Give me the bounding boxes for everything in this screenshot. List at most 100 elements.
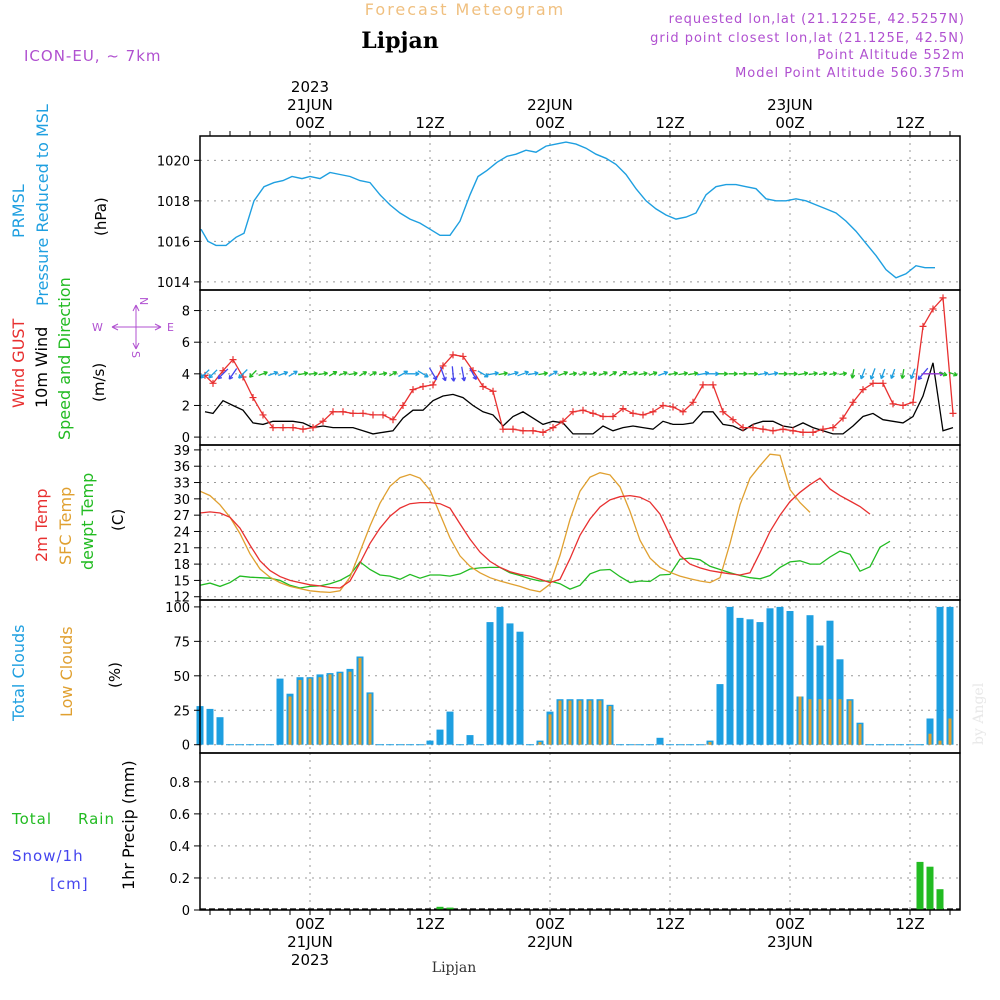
total-cloud-bar xyxy=(486,622,494,745)
wind-direction-arrow xyxy=(527,370,539,376)
total-cloud-bar xyxy=(716,684,724,745)
wind-gust-marker xyxy=(899,401,907,409)
wind-direction-arrow xyxy=(609,371,618,377)
total-cloud-bar xyxy=(466,735,474,745)
wind-direction-arrow xyxy=(298,371,309,377)
wind-direction-arrow xyxy=(538,371,549,377)
wind-gust-marker xyxy=(919,322,927,330)
wind-direction-arrow xyxy=(208,369,218,379)
wind-gust-marker xyxy=(929,305,937,313)
wind-gust-marker xyxy=(599,413,607,421)
total-cloud-bar xyxy=(436,729,444,745)
time-label-top: 12Z xyxy=(895,114,924,132)
compass-rose: N S W E xyxy=(92,297,174,358)
wind-direction-arrow xyxy=(439,366,447,382)
total-cloud-bar xyxy=(926,718,934,745)
wind-direction-arrow xyxy=(569,371,578,377)
wind-direction-arrow xyxy=(948,371,958,377)
low-cloud-bar xyxy=(708,742,712,745)
ytick-label-clouds: 25 xyxy=(173,704,190,719)
wind-label-dir: Speed and Direction xyxy=(55,277,74,440)
ytick-label-clouds: 75 xyxy=(173,635,190,650)
compass-e: E xyxy=(167,321,174,334)
wind-gust-marker xyxy=(269,424,277,432)
panel-frame-temperature xyxy=(199,444,961,601)
total-cloud-bar xyxy=(446,711,454,745)
time-label-bottom: 00Z xyxy=(295,915,324,933)
wind-direction-arrow xyxy=(839,371,848,377)
time-label-bottom: 12Z xyxy=(895,915,924,933)
low-cloud-bar xyxy=(838,699,842,745)
ytick-label-clouds: 0 xyxy=(182,739,190,754)
wind-gust-marker xyxy=(359,409,367,417)
wind-direction-arrow xyxy=(417,370,429,378)
total-cloud-bar xyxy=(816,645,824,745)
wind-direction-arrow xyxy=(369,371,377,377)
precip-label-snow: Snow/1h xyxy=(12,847,84,865)
low-cloud-bar xyxy=(578,700,582,745)
wind-gust-marker xyxy=(809,428,817,436)
low-cloud-bar xyxy=(608,706,612,745)
wind-gust-marker xyxy=(669,403,677,411)
wind-direction-arrow xyxy=(258,370,268,377)
wind-gust-marker xyxy=(819,425,827,433)
wind-speed-line xyxy=(204,362,954,435)
wind-gust-marker xyxy=(759,425,767,433)
wind-direction-arrow xyxy=(618,370,628,377)
low-cloud-bar xyxy=(858,724,862,745)
time-label-bottom: 12Z xyxy=(415,915,444,933)
wind-gust-marker xyxy=(769,427,777,435)
wind-direction-arrow xyxy=(909,368,916,380)
wind-direction-arrow xyxy=(238,369,248,379)
low-cloud-bar xyxy=(848,700,852,745)
wind-direction-arrow xyxy=(778,371,788,377)
wind-gust-marker xyxy=(279,424,287,432)
pressure-labels: PRMSL Pressure Reduced to MSL (hPa) xyxy=(9,104,110,306)
wind-gust-marker xyxy=(869,379,877,387)
wind-gust-marker xyxy=(419,382,427,390)
wind-gust-marker xyxy=(389,416,397,424)
total-cloud-bar xyxy=(786,611,794,745)
wind-gust-marker xyxy=(709,381,717,389)
total-cloud-bar xyxy=(736,617,744,745)
dewpoint-line xyxy=(199,540,891,590)
low-cloud-bar xyxy=(348,671,352,745)
wind-gust-marker xyxy=(489,387,497,395)
cloud-label-low: Low Clouds xyxy=(57,626,76,717)
wind-gust-marker xyxy=(319,417,327,425)
low-cloud-bar xyxy=(568,700,572,745)
temp-label-sfc: SFC Temp xyxy=(56,487,75,565)
wind-direction-arrow xyxy=(461,366,467,382)
low-cloud-bar xyxy=(588,700,592,745)
footer-location: Lipjan xyxy=(432,960,476,976)
wind-gust-marker xyxy=(909,398,917,406)
wind-direction-arrow xyxy=(288,370,298,377)
ytick-label-pressure: 1016 xyxy=(157,235,190,250)
wind-direction-arrow xyxy=(268,370,279,377)
pressure-label-prmsl: PRMSL xyxy=(9,184,28,238)
wind-gust-marker xyxy=(209,379,217,387)
wind-gust-marker xyxy=(799,428,807,436)
low-cloud-bar xyxy=(558,700,562,745)
low-cloud-bar xyxy=(538,742,542,745)
wind-gust-marker xyxy=(829,424,837,432)
total-cloud-bar xyxy=(276,678,284,745)
total-cloud-bar xyxy=(746,619,754,745)
total-cloud-bar xyxy=(426,740,434,745)
wind-direction-arrow xyxy=(318,371,328,377)
wind-gust-marker xyxy=(699,381,707,389)
temp-2m-line xyxy=(199,477,871,589)
wind-gust-marker xyxy=(559,417,567,425)
cloud-labels: Total Clouds Low Clouds (%) xyxy=(9,625,124,723)
wind-direction-arrow xyxy=(308,371,318,377)
total-cloud-bar xyxy=(216,717,224,745)
temp-label-dewpt: dewpt Temp xyxy=(78,473,97,570)
wind-direction-arrow xyxy=(598,371,608,377)
wind-direction-arrow xyxy=(788,371,798,377)
low-cloud-bar xyxy=(808,699,812,745)
wind-gust-marker xyxy=(249,394,257,402)
wind-direction-arrow xyxy=(638,371,648,377)
time-label-bottom: 21JUN xyxy=(287,933,333,951)
temp-label-2m: 2m Temp xyxy=(32,489,51,563)
wind-direction-arrow xyxy=(678,371,689,377)
